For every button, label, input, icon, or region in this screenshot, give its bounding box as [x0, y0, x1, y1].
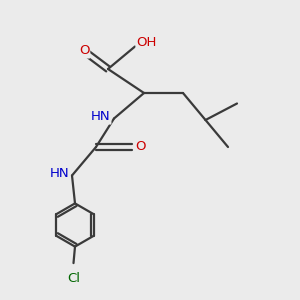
Text: O: O — [79, 44, 89, 58]
Text: OH: OH — [136, 35, 157, 49]
Text: HN: HN — [50, 167, 69, 180]
Text: HN: HN — [91, 110, 110, 124]
Text: Cl: Cl — [67, 272, 80, 285]
Text: O: O — [135, 140, 146, 154]
